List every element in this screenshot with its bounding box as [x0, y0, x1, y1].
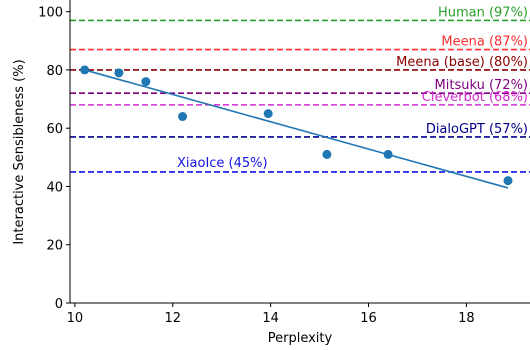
x-tick-label: 10 — [67, 311, 84, 326]
reference-labels: Human (97%) Meena (87%) Meena (base) (80%)… — [177, 5, 528, 171]
reference-label: Meena (87%) — [441, 35, 528, 50]
data-point — [503, 176, 513, 186]
data-points — [80, 65, 513, 186]
reference-label: XiaoIce (45%) — [177, 156, 268, 171]
reference-label: Cleverbot (68%) — [422, 90, 528, 105]
data-point — [141, 77, 151, 87]
y-axis-label: Interactive Sensibleness (%) — [12, 59, 27, 244]
reference-label: Mitsuku (72%) — [435, 78, 528, 93]
x-tick-label: 18 — [458, 311, 475, 326]
data-point — [114, 68, 124, 78]
reference-label: Meena (base) (80%) — [396, 55, 528, 70]
y-tick-label: 80 — [46, 64, 63, 79]
axes — [69, 0, 530, 304]
x-tick-label: 12 — [164, 311, 181, 326]
data-point — [383, 149, 393, 159]
data-point — [263, 109, 273, 119]
ticks: 10 12 14 16 18 0 20 40 60 80 100 — [38, 6, 474, 326]
reference-label: DialoGPT (57%) — [426, 122, 528, 137]
reference-lines — [70, 19, 530, 173]
reference-label: Human (97%) — [438, 5, 528, 20]
y-tick-label: 100 — [38, 6, 63, 21]
data-point — [178, 112, 188, 122]
x-axis-label: Perplexity — [268, 331, 333, 346]
y-tick-label: 60 — [46, 122, 63, 137]
x-tick-label: 14 — [262, 311, 279, 326]
trend-line — [84, 69, 509, 189]
data-point — [80, 65, 90, 75]
y-tick-label: 40 — [46, 180, 63, 195]
data-point — [322, 149, 332, 159]
y-tick-label: 0 — [55, 297, 63, 312]
trend-lines — [84, 69, 509, 189]
x-tick-label: 16 — [360, 311, 377, 326]
y-tick-label: 20 — [46, 239, 63, 254]
